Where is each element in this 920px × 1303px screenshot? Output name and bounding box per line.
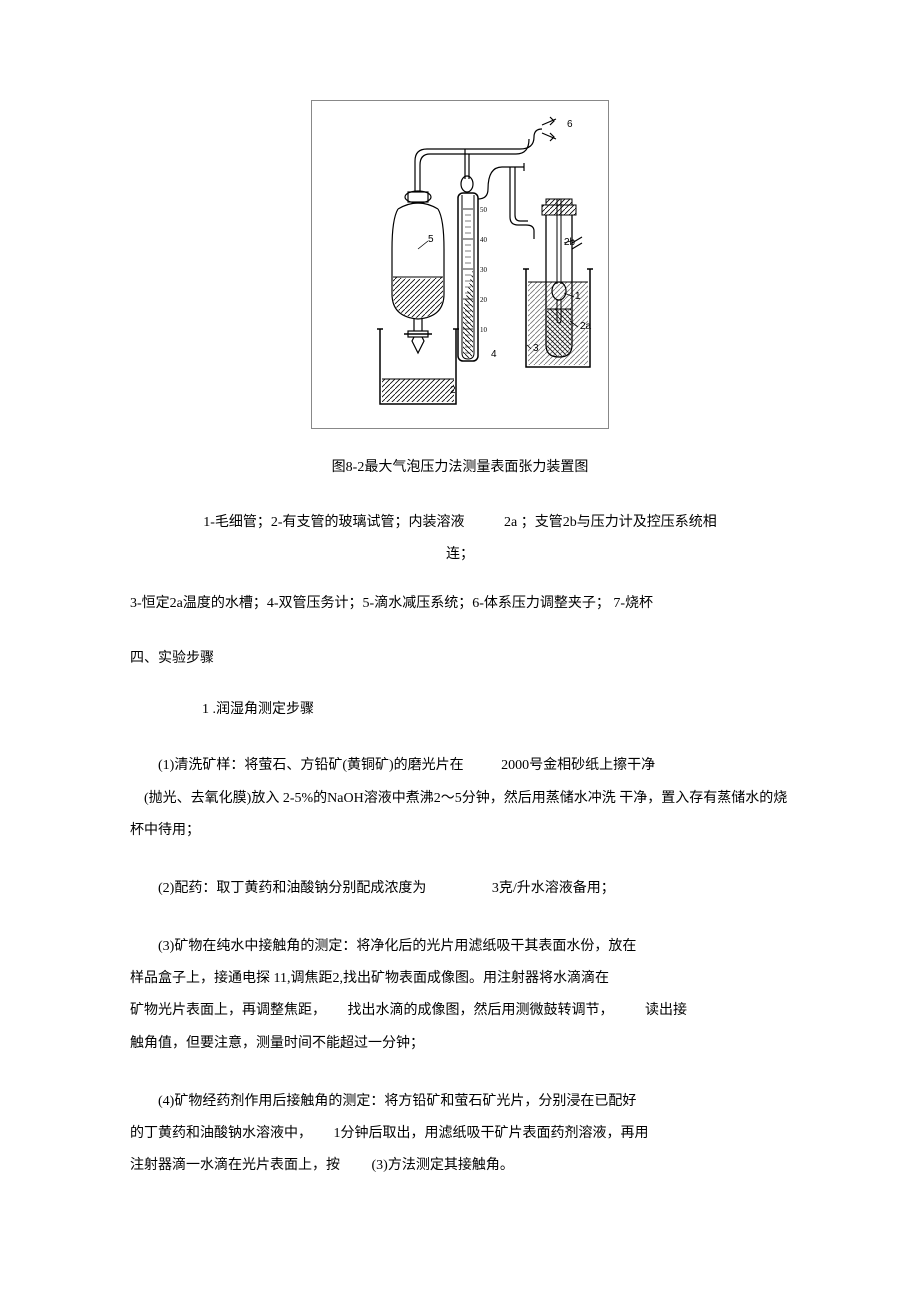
svg-text:2: 2 — [450, 385, 456, 396]
legend-line-1c: 连； — [130, 542, 790, 567]
p2-a: (2)配药：取丁黄药和油酸钠分别配成浓度为 — [158, 881, 426, 896]
svg-text:1: 1 — [575, 291, 581, 302]
p3-c: 矿物光片表面上，再调整焦距， — [130, 1003, 326, 1018]
diagram-container: 50 40 30 20 10 — [130, 100, 790, 480]
svg-text:10: 10 — [480, 326, 488, 334]
clamp-6 — [542, 117, 556, 141]
section-4-title: 四、实验步骤 — [130, 646, 790, 671]
paragraph-3: (3)矿物在纯水中接触角的测定：将净化后的光片用滤纸吸干其表面水份，放在 样品盒… — [130, 931, 790, 1060]
p3-f: 触角值，但要注意，测量时间不能超过一分钟； — [130, 1036, 424, 1051]
paragraph-4: (4)矿物经药剂作用后接触角的测定：将方铅矿和萤石矿光片，分别浸在已配好 的丁黄… — [130, 1086, 790, 1183]
legend-1a: 1-毛细管；2-有支管的玻璃试管；内装溶液 — [203, 515, 464, 530]
p3-e: 读出接 — [645, 1003, 687, 1018]
vessel-5 — [392, 191, 444, 353]
p3-a: (3)矿物在纯水中接触角的测定：将净化后的光片用滤纸吸干其表面水份，放在 — [130, 931, 636, 963]
p4-a: (4)矿物经药剂作用后接触角的测定：将方铅矿和萤石矿光片，分别浸在已配好 — [130, 1086, 636, 1118]
legend-line-1: 1-毛细管；2-有支管的玻璃试管；内装溶液 2a ；支管2b与压力计及控压系统相 — [130, 510, 790, 535]
p3-b: 样品盒子上，接通电探 11,调焦距2,找出矿物表面成像图。用注射器将水滴滴在 — [130, 971, 609, 986]
p4-d: 注射器滴一水滴在光片表面上，按 — [130, 1158, 340, 1173]
apparatus-svg: 50 40 30 20 10 — [320, 109, 600, 419]
beaker-7 — [377, 329, 459, 404]
figure-caption: 图8-2最大气泡压力法测量表面张力装置图 — [130, 455, 790, 480]
svg-text:2b: 2b — [564, 237, 576, 248]
p1-c: (抛光、去氧化膜)放入 2-5%的NaOH溶液中煮沸2～5分钟，然后用蒸储水冲洗… — [130, 783, 790, 847]
svg-text:6: 6 — [567, 119, 573, 130]
svg-text:4: 4 — [491, 349, 497, 360]
p4-b: 的丁黄药和油酸钠水溶液中， — [130, 1126, 312, 1141]
p4-e: (3)方法测定其接触角。 — [372, 1158, 514, 1173]
legend-1b: 2a ；支管2b与压力计及控压系统相 — [504, 510, 717, 535]
manometer-4: 50 40 30 20 10 — [458, 193, 488, 361]
paragraph-1: (1)清洗矿样：将萤石、方铅矿(黄铜矿)的磨光片在 2000号金相砂纸上擦干净 … — [130, 750, 790, 847]
legend-line-2: 3-恒定2a温度的水槽；4-双管压务计；5-滴水减压系统；6-体系压力调整夹子；… — [130, 591, 790, 616]
subsection-1-title: 1 .润湿角测定步骤 — [202, 697, 790, 722]
svg-text:2a: 2a — [580, 321, 592, 332]
svg-text:30: 30 — [480, 266, 488, 274]
svg-text:40: 40 — [480, 236, 488, 244]
p3-d: 找出水滴的成像图，然后用测微鼓转调节， — [348, 1003, 614, 1018]
p4-c: 1分钟后取出，用滤纸吸干矿片表面药剂溶液，再用 — [334, 1126, 649, 1141]
svg-text:3: 3 — [533, 343, 539, 354]
svg-text:5: 5 — [428, 234, 434, 245]
svg-text:20: 20 — [480, 296, 488, 304]
p2-b: 3克/升水溶液备用； — [464, 873, 615, 905]
p1-b: 2000号金相砂纸上擦干净 — [501, 750, 655, 782]
p1-a: (1)清洗矿样：将萤石、方铅矿(黄铜矿)的磨光片在 — [130, 750, 464, 782]
apparatus-diagram: 50 40 30 20 10 — [311, 100, 609, 429]
paragraph-2: (2)配药：取丁黄药和油酸钠分别配成浓度为 3克/升水溶液备用； — [130, 873, 790, 905]
svg-text:50: 50 — [480, 206, 488, 214]
